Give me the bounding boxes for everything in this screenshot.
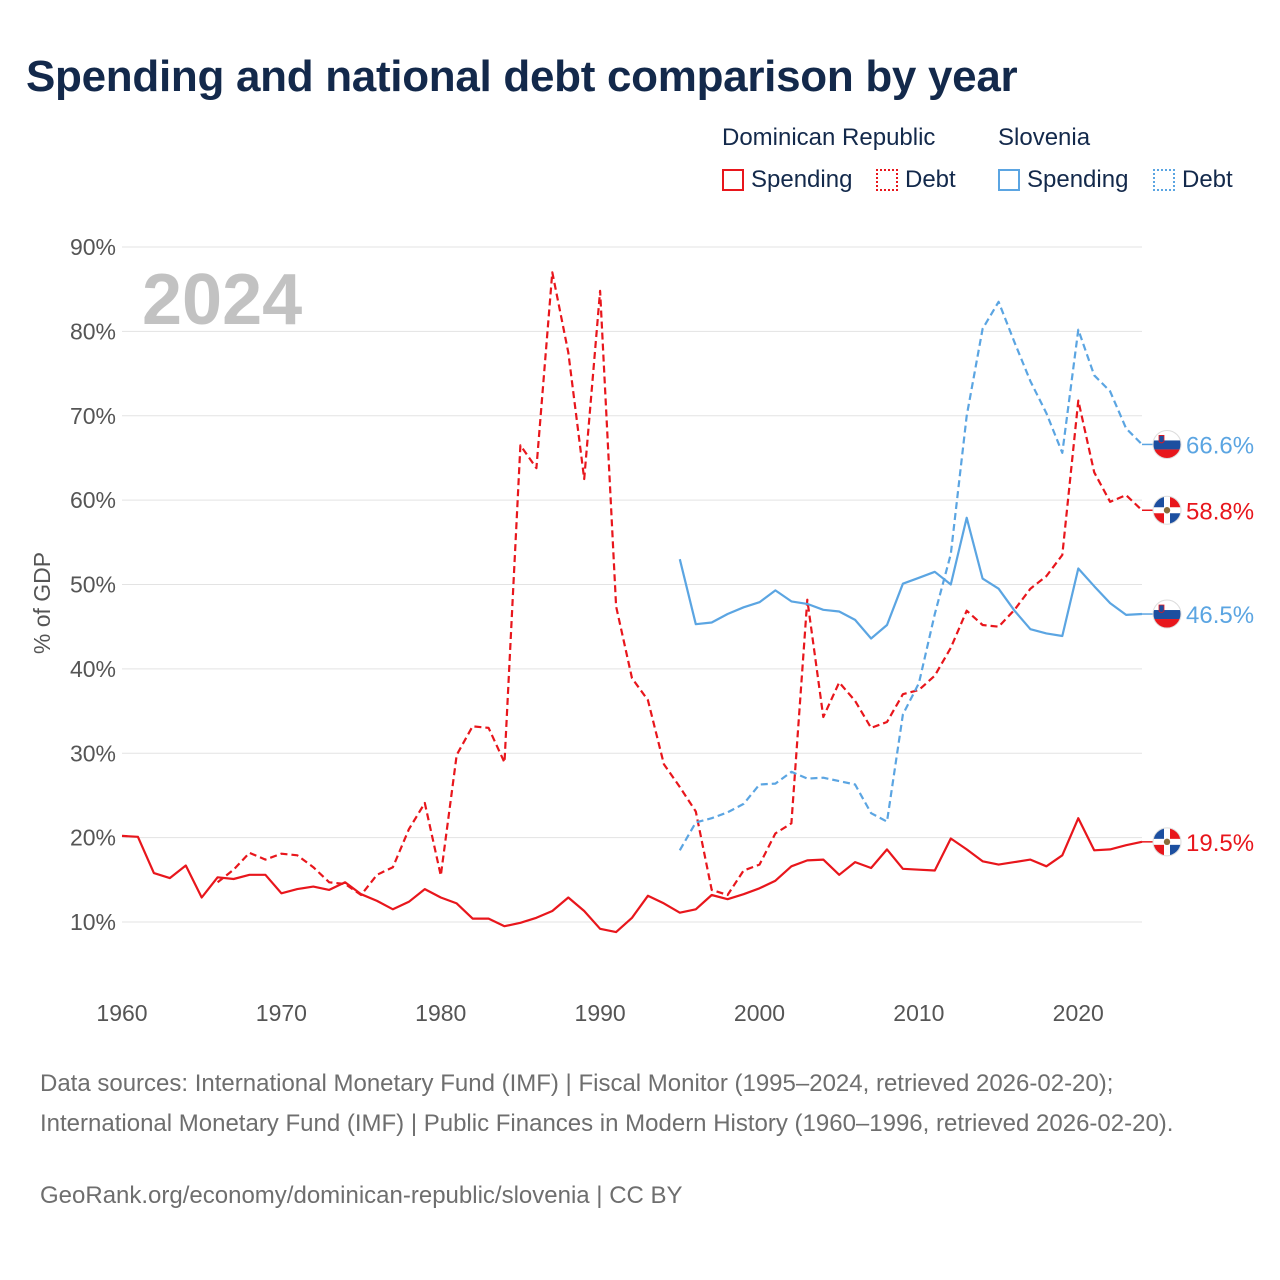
x-tick-label: 2000 — [734, 1000, 785, 1026]
x-tick-label: 1960 — [96, 1000, 147, 1026]
legend-group-slovenia: Slovenia — [998, 124, 1091, 151]
y-tick-label: 50% — [70, 572, 116, 598]
y-tick-label: 40% — [70, 656, 116, 682]
solid-swatch-icon — [722, 169, 744, 191]
slovenia-flag-icon — [1152, 599, 1182, 629]
end-value-label: 66.6% — [1186, 432, 1254, 459]
y-tick-label: 30% — [70, 740, 116, 766]
legend-label: Spending — [751, 166, 853, 193]
x-tick-label: 2010 — [893, 1000, 944, 1026]
solid-swatch-icon — [998, 169, 1020, 191]
slovenia-flag-icon — [1152, 429, 1182, 459]
y-tick-label: 90% — [70, 234, 116, 260]
series-line-dominican-republic-spending[interactable] — [121, 817, 1143, 934]
y-tick-label: 80% — [70, 318, 116, 344]
end-value-label: 19.5% — [1186, 830, 1254, 857]
dotted-swatch-icon — [876, 169, 898, 191]
x-tick-label: 2020 — [1053, 1000, 1104, 1026]
dominican-republic-flag-icon — [1152, 495, 1182, 525]
legend-item-dominican-republic-debt[interactable]: Debt — [876, 166, 956, 194]
legend-label: Debt — [905, 166, 956, 193]
year-watermark: 2024 — [142, 260, 302, 340]
legend-label: Debt — [1182, 166, 1233, 193]
series-line-dominican-republic-debt[interactable] — [216, 271, 1143, 897]
y-tick-label: 70% — [70, 403, 116, 429]
x-tick-label: 1990 — [575, 1000, 626, 1026]
x-tick-label: 1980 — [415, 1000, 466, 1026]
legend-group-dominican-republic: Dominican Republic — [722, 124, 936, 151]
legend-item-slovenia-spending[interactable]: Spending — [998, 166, 1128, 194]
y-tick-label: 60% — [70, 487, 116, 513]
dominican-republic-flag-icon — [1152, 827, 1182, 857]
y-axis-label: % of GDP — [29, 552, 55, 654]
dotted-swatch-icon — [1153, 169, 1175, 191]
end-value-label: 58.8% — [1186, 498, 1254, 525]
footer-credit[interactable]: GeoRank.org/economy/dominican-republic/s… — [40, 1182, 683, 1209]
y-tick-label: 20% — [70, 825, 116, 851]
chart-title: Spending and national debt comparison by… — [26, 52, 1018, 101]
line-chart: 2024 10% 20% 30% 40% 50% 60% 70% 80% 90% 1960 1970… — [29, 234, 1254, 1026]
y-tick-label: 10% — [70, 909, 116, 935]
end-value-label: 46.5% — [1186, 602, 1254, 629]
data-sources: Data sources: International Monetary Fun… — [40, 1070, 1174, 1137]
legend-label: Spending — [1027, 166, 1129, 193]
x-tick-label: 1970 — [256, 1000, 307, 1026]
legend-item-slovenia-debt[interactable]: Debt — [1153, 166, 1233, 194]
series-line-slovenia-spending[interactable] — [678, 516, 1143, 640]
series-line-slovenia-debt[interactable] — [678, 300, 1143, 851]
legend-item-dominican-republic-spending[interactable]: Spending — [722, 166, 852, 194]
